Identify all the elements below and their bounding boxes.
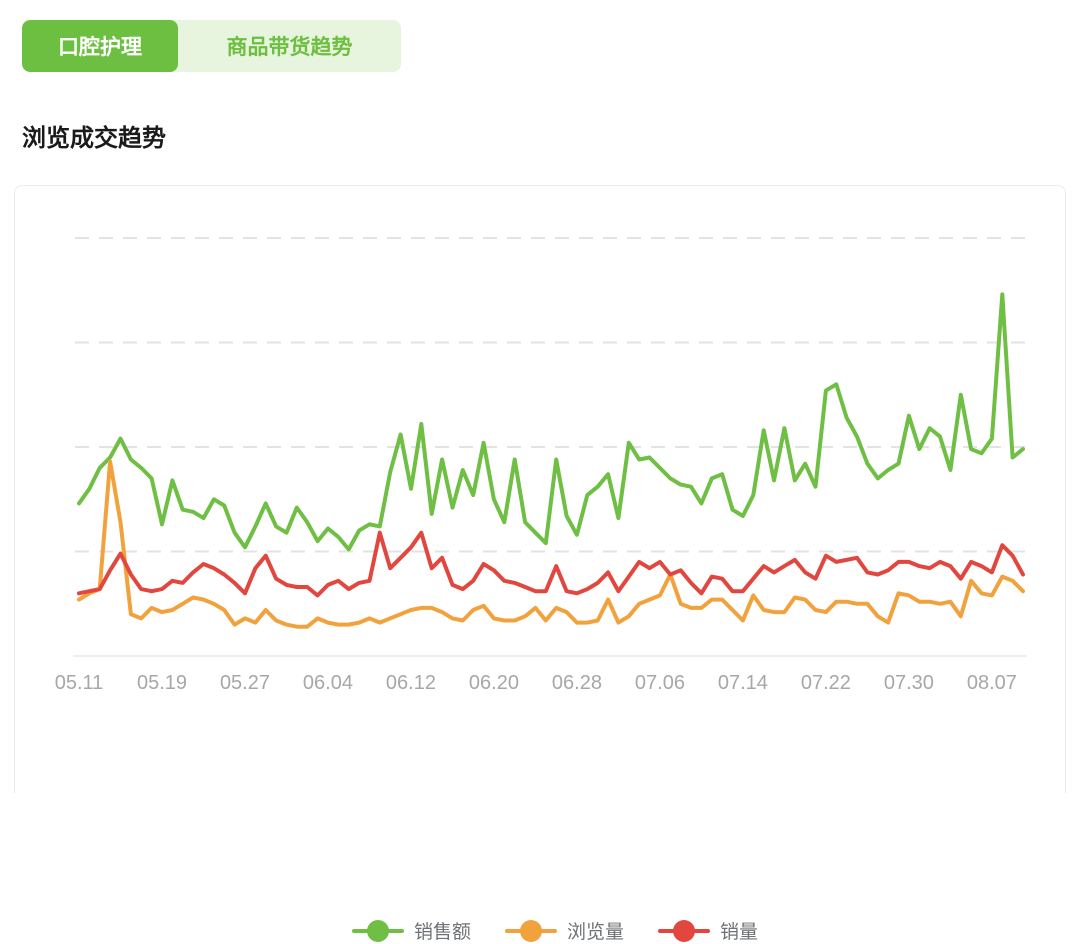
x-axis-tick-label: 06.12	[386, 672, 436, 694]
legend-marker-dot	[519, 919, 542, 942]
tab-product-trend[interactable]: 商品带货趋势	[226, 36, 353, 59]
series-line-volume	[77, 530, 1025, 598]
legend-item-sales[interactable]: 销售额	[351, 917, 471, 944]
x-axis-tick-label: 06.04	[303, 672, 353, 694]
x-axis-tick-label: 06.20	[469, 672, 519, 694]
legend-marker-dot	[673, 919, 695, 942]
series-line-sales	[77, 292, 1025, 552]
trend-chart-card: 05.11 05.19 05.27 06.04 06.12 06.20 06.28 07.06…	[14, 185, 1067, 943]
legend-line-dot-icon	[504, 919, 557, 943]
x-axis-tick-label: 07.06	[635, 672, 685, 694]
legend-label: 销量	[720, 922, 759, 943]
legend-label: 销售额	[413, 922, 471, 943]
tab-oral-care[interactable]: 口腔护理	[22, 20, 178, 72]
x-axis-tick-label: 07.14	[718, 672, 768, 694]
x-axis-tick-label: 05.27	[220, 672, 270, 694]
x-axis-tick-label: 07.22	[801, 672, 851, 694]
x-axis-tick-label: 08.07	[967, 672, 1017, 694]
series-line-views	[77, 459, 1025, 629]
chart-legend: 销售额 浏览量 销量	[15, 917, 1080, 944]
legend-line-dot-icon	[658, 919, 710, 943]
page-title: 浏览成交趋势	[22, 125, 166, 152]
legend-item-volume[interactable]: 销量	[658, 917, 758, 944]
x-axis-tick-label: 05.11	[55, 672, 104, 694]
legend-item-views[interactable]: 浏览量	[504, 917, 624, 944]
legend-marker-dot	[366, 919, 389, 942]
x-axis-tick-label: 06.28	[552, 672, 602, 694]
legend-line-dot-icon	[351, 919, 404, 943]
x-axis-tick-label: 05.19	[137, 672, 187, 694]
trend-line-chart[interactable]: 05.11 05.19 05.27 06.04 06.12 06.20 06.28 07.06…	[15, 186, 1067, 706]
tab-bar: 口腔护理 商品带货趋势	[22, 20, 401, 72]
legend-label: 浏览量	[566, 922, 624, 943]
x-axis-tick-label: 07.30	[884, 672, 934, 694]
